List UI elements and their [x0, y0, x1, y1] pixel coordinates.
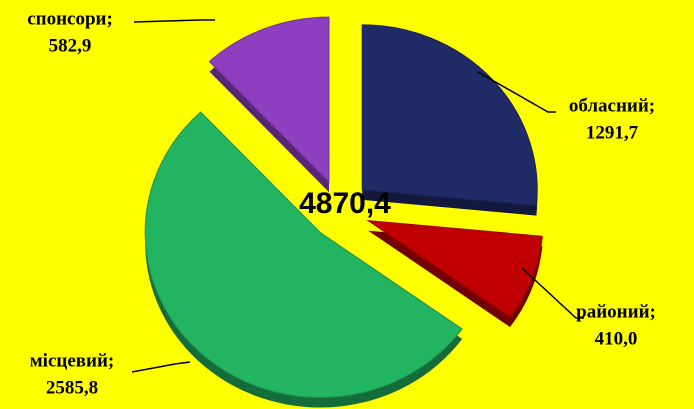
center-total: 4870,4 [299, 187, 391, 220]
slice [361, 24, 538, 207]
leader-line [131, 361, 191, 373]
data-label-name: спонсори; [27, 8, 113, 29]
slice [366, 219, 543, 318]
data-label-name: районий; [576, 301, 656, 322]
data-label-value: 582,9 [49, 35, 92, 56]
leader-line [477, 71, 556, 113]
leader-line [133, 19, 215, 23]
data-label-value: 1291,7 [586, 122, 639, 143]
slice [144, 111, 463, 399]
data-label-value: 410,0 [595, 328, 638, 349]
data-label-value: 2585,8 [46, 377, 98, 398]
slice [208, 16, 330, 184]
leader-line [521, 267, 584, 319]
data-label-name: місцевий; [30, 350, 115, 371]
data-label-name: обласний; [569, 95, 655, 116]
